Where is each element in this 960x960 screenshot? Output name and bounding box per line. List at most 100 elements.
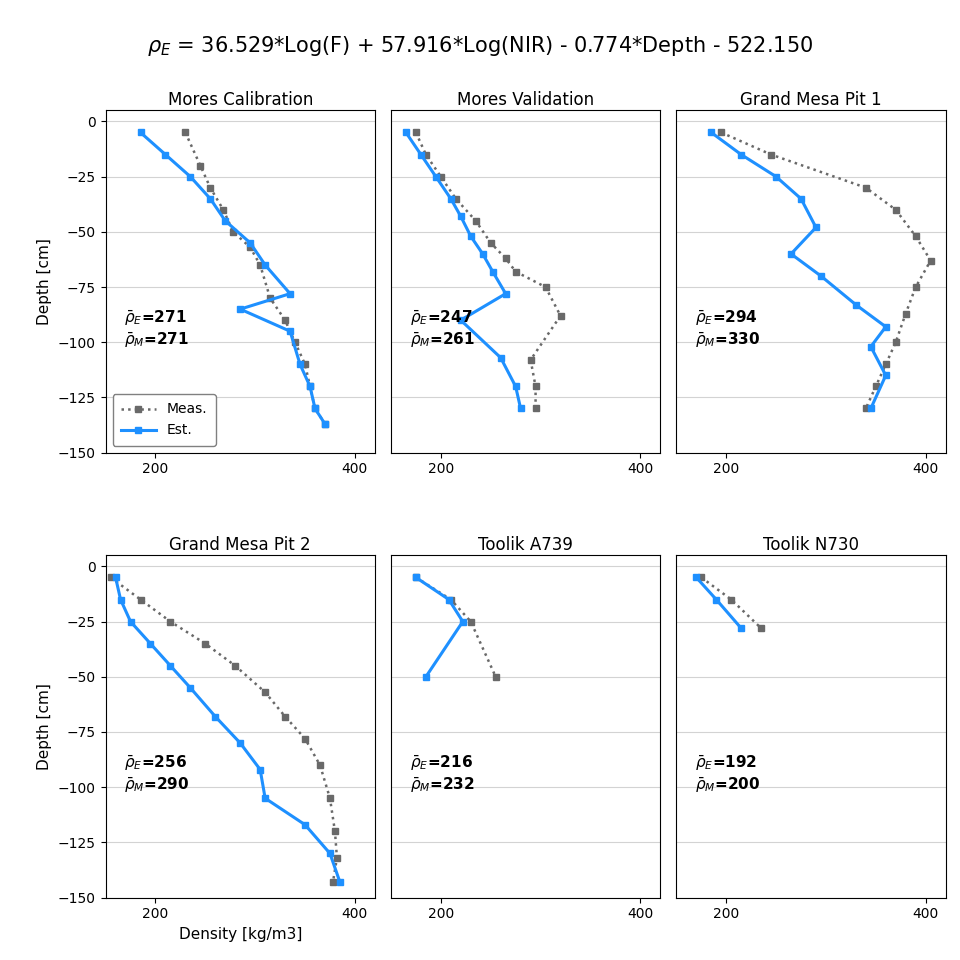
Est. xyxy=(415,149,426,160)
Meas. xyxy=(490,671,501,683)
Meas. xyxy=(195,160,206,172)
Meas. xyxy=(331,852,343,864)
Text: $\bar{\rho}_E$=247
$\bar{\rho}_M$=261: $\bar{\rho}_E$=247 $\bar{\rho}_M$=261 xyxy=(410,309,475,350)
Meas. xyxy=(300,732,311,744)
Est. xyxy=(690,571,702,583)
Line: Est.: Est. xyxy=(137,130,327,427)
Est. xyxy=(420,671,432,683)
Est. xyxy=(209,710,221,722)
Est. xyxy=(159,149,171,160)
Meas. xyxy=(860,403,872,415)
Est. xyxy=(455,315,467,326)
Meas. xyxy=(510,266,521,277)
Y-axis label: Depth [cm]: Depth [cm] xyxy=(37,683,53,770)
Meas. xyxy=(555,310,566,322)
Meas. xyxy=(204,182,216,194)
Title: Mores Validation: Mores Validation xyxy=(457,91,594,108)
Est. xyxy=(334,876,346,888)
Text: $\bar{\rho}_E$=294
$\bar{\rho}_M$=330: $\bar{\rho}_E$=294 $\bar{\rho}_M$=330 xyxy=(695,309,760,350)
Line: Meas.: Meas. xyxy=(108,574,341,886)
Est. xyxy=(284,325,296,337)
Title: Toolik N730: Toolik N730 xyxy=(763,536,859,554)
Est. xyxy=(770,171,781,182)
Est. xyxy=(515,403,526,415)
Est. xyxy=(410,571,421,583)
Meas. xyxy=(324,792,336,804)
Meas. xyxy=(500,252,512,264)
Est. xyxy=(304,381,316,393)
Est. xyxy=(510,381,521,393)
Line: Meas.: Meas. xyxy=(718,129,934,412)
Line: Est.: Est. xyxy=(112,575,343,885)
Est. xyxy=(295,359,306,371)
Line: Est.: Est. xyxy=(693,575,744,631)
Est. xyxy=(134,127,146,138)
Est. xyxy=(259,792,271,804)
Est. xyxy=(710,593,722,605)
Est. xyxy=(234,737,246,749)
Meas. xyxy=(200,637,211,649)
Meas. xyxy=(485,237,496,249)
Text: $\bar{\rho}_E$=271
$\bar{\rho}_M$=271: $\bar{\rho}_E$=271 $\bar{\rho}_M$=271 xyxy=(125,309,189,350)
Meas. xyxy=(924,254,936,266)
Meas. xyxy=(525,354,537,366)
Meas. xyxy=(445,593,457,605)
Text: $\bar{\rho}_E$=216
$\bar{\rho}_M$=232: $\bar{\rho}_E$=216 $\bar{\rho}_M$=232 xyxy=(410,754,474,795)
Meas. xyxy=(880,359,892,371)
Line: Meas.: Meas. xyxy=(413,574,499,681)
Est. xyxy=(245,237,256,249)
Meas. xyxy=(134,593,146,605)
Meas. xyxy=(289,337,300,348)
Est. xyxy=(495,352,507,364)
Est. xyxy=(259,259,271,271)
Text: $\rho_E$ = 36.529*Log(F) + 57.916*Log(NIR) - 0.774*Depth - 522.150: $\rho_E$ = 36.529*Log(F) + 57.916*Log(NI… xyxy=(147,34,813,58)
Est. xyxy=(400,127,412,138)
Est. xyxy=(500,288,512,300)
Meas. xyxy=(264,293,276,304)
Legend: Meas., Est.: Meas., Est. xyxy=(112,395,216,445)
Est. xyxy=(165,660,177,671)
Est. xyxy=(300,819,311,830)
Est. xyxy=(810,222,822,233)
Est. xyxy=(880,321,892,332)
Line: Est.: Est. xyxy=(403,130,523,411)
Est. xyxy=(455,210,467,222)
Meas. xyxy=(530,381,541,393)
Meas. xyxy=(410,571,421,583)
Est. xyxy=(430,171,442,182)
Est. xyxy=(320,419,331,430)
Meas. xyxy=(254,259,266,271)
Meas. xyxy=(309,403,321,415)
Meas. xyxy=(910,281,922,293)
Meas. xyxy=(327,876,339,888)
Line: Est.: Est. xyxy=(413,575,466,680)
Meas. xyxy=(890,337,901,348)
Meas. xyxy=(435,171,446,182)
X-axis label: Density [kg/m3]: Density [kg/m3] xyxy=(179,926,301,942)
Meas. xyxy=(320,419,331,430)
Meas. xyxy=(245,242,256,253)
Meas. xyxy=(410,127,421,138)
Meas. xyxy=(165,615,177,627)
Meas. xyxy=(870,381,881,393)
Meas. xyxy=(900,308,911,320)
Title: Grand Mesa Pit 2: Grand Mesa Pit 2 xyxy=(169,536,311,554)
Meas. xyxy=(765,149,777,160)
Est. xyxy=(254,764,266,776)
Meas. xyxy=(279,710,291,722)
Title: Mores Calibration: Mores Calibration xyxy=(168,91,313,108)
Est. xyxy=(457,615,468,627)
Meas. xyxy=(530,403,541,415)
Est. xyxy=(851,299,862,310)
Est. xyxy=(445,193,457,204)
Meas. xyxy=(279,315,291,326)
Est. xyxy=(284,288,296,300)
Est. xyxy=(184,682,196,693)
Est. xyxy=(234,303,246,315)
Est. xyxy=(815,271,827,282)
Meas. xyxy=(105,571,116,583)
Text: $\bar{\rho}_E$=192
$\bar{\rho}_M$=200: $\bar{\rho}_E$=192 $\bar{\rho}_M$=200 xyxy=(695,754,760,795)
Est. xyxy=(115,593,127,605)
Meas. xyxy=(180,127,191,138)
Est. xyxy=(785,249,797,260)
